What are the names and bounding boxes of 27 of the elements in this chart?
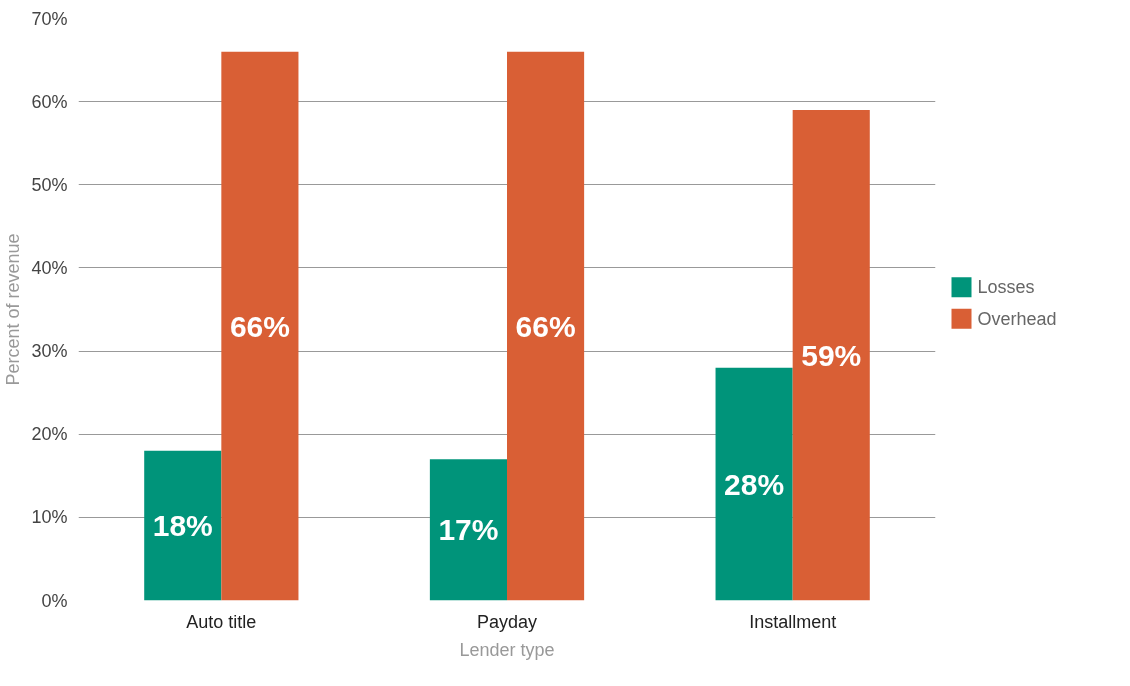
data-label: 66% — [515, 309, 576, 343]
data-label: 66% — [229, 309, 290, 343]
y-tick-label: 40% — [31, 257, 68, 278]
data-label: 59% — [801, 338, 862, 372]
y-tick-label: 20% — [31, 424, 68, 445]
bar — [507, 51, 585, 601]
bar — [792, 109, 870, 601]
data-label: 28% — [724, 467, 785, 501]
data-label: 18% — [152, 509, 213, 543]
x-tick-label: Payday — [476, 611, 538, 632]
x-axis-title: Lender type — [459, 639, 555, 660]
y-tick-label: 30% — [31, 341, 68, 362]
legend-label: Overhead — [977, 308, 1057, 329]
legend-label: Losses — [977, 277, 1035, 298]
y-axis-title: Percent of revenue — [3, 233, 24, 386]
x-tick-label: Auto title — [186, 611, 257, 632]
bar — [144, 450, 222, 601]
y-tick-label: 50% — [31, 174, 68, 195]
y-tick-label: 10% — [31, 507, 68, 528]
bar — [429, 459, 507, 601]
y-tick-label: 60% — [31, 91, 68, 112]
y-tick-label: 0% — [41, 590, 68, 611]
x-tick-label: Installment — [749, 611, 837, 632]
data-label: 17% — [438, 513, 499, 547]
bar — [221, 51, 299, 601]
bar — [715, 367, 793, 601]
y-tick-label: 70% — [31, 8, 68, 29]
